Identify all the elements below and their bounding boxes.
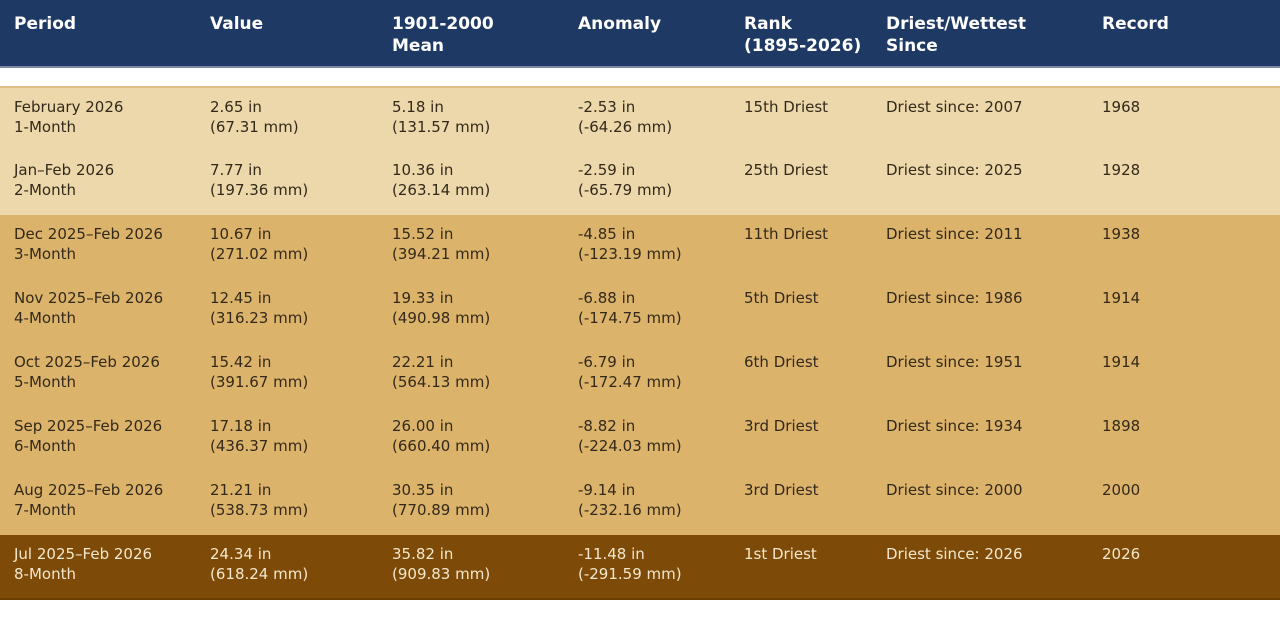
table-row: Jul 2025–Feb 2026 8-Month 24.34 in (618.2…: [0, 535, 1280, 600]
cell-value: 2.65 in (67.31 mm): [196, 86, 378, 151]
cell-record: 1968: [1088, 86, 1280, 151]
column-header-period: Period: [0, 0, 196, 68]
cell-mean: 35.82 in (909.83 mm): [378, 535, 564, 600]
spacer-row: [0, 67, 1280, 87]
cell-record: 2000: [1088, 471, 1280, 535]
cell-value: 10.67 in (271.02 mm): [196, 215, 378, 279]
cell-period: Sep 2025–Feb 2026 6-Month: [0, 407, 196, 471]
cell-since: Driest since: 2025: [872, 151, 1088, 215]
column-header-rank: Rank (1895-2026): [730, 0, 872, 68]
cell-mean: 5.18 in (131.57 mm): [378, 86, 564, 151]
cell-mean: 26.00 in (660.40 mm): [378, 407, 564, 471]
cell-period: Jan–Feb 2026 2-Month: [0, 151, 196, 215]
column-header-since: Driest/Wettest Since: [872, 0, 1088, 68]
cell-rank: 15th Driest: [730, 86, 872, 151]
cell-rank: 3rd Driest: [730, 407, 872, 471]
cell-value: 21.21 in (538.73 mm): [196, 471, 378, 535]
table-row: Nov 2025–Feb 2026 4-Month 12.45 in (316.2…: [0, 279, 1280, 343]
precipitation-ranks-table: Period Value 1901-2000 Mean Anomaly Rank (18…: [0, 0, 1280, 600]
cell-anomaly: -2.59 in (-65.79 mm): [564, 151, 730, 215]
cell-rank: 6th Driest: [730, 343, 872, 407]
column-header-mean: 1901-2000 Mean: [378, 0, 564, 68]
column-header-record: Record: [1088, 0, 1280, 68]
cell-since: Driest since: 1951: [872, 343, 1088, 407]
cell-anomaly: -6.79 in (-172.47 mm): [564, 343, 730, 407]
cell-rank: 5th Driest: [730, 279, 872, 343]
cell-record: 1938: [1088, 215, 1280, 279]
cell-anomaly: -9.14 in (-232.16 mm): [564, 471, 730, 535]
spacer-cell: [0, 67, 1280, 87]
header-gap: [0, 67, 1280, 87]
column-header-anomaly: Anomaly: [564, 0, 730, 68]
table-body: February 2026 1-Month 2.65 in (67.31 mm) 5…: [0, 86, 1280, 600]
table-header: Period Value 1901-2000 Mean Anomaly Rank (18…: [0, 0, 1280, 68]
table-row: Dec 2025–Feb 2026 3-Month 10.67 in (271.0…: [0, 215, 1280, 279]
table-row: February 2026 1-Month 2.65 in (67.31 mm) 5…: [0, 86, 1280, 151]
cell-record: 1914: [1088, 279, 1280, 343]
cell-period: Oct 2025–Feb 2026 5-Month: [0, 343, 196, 407]
cell-value: 17.18 in (436.37 mm): [196, 407, 378, 471]
cell-value: 24.34 in (618.24 mm): [196, 535, 378, 600]
cell-mean: 30.35 in (770.89 mm): [378, 471, 564, 535]
cell-mean: 10.36 in (263.14 mm): [378, 151, 564, 215]
cell-since: Driest since: 2026: [872, 535, 1088, 600]
cell-anomaly: -11.48 in (-291.59 mm): [564, 535, 730, 600]
cell-anomaly: -4.85 in (-123.19 mm): [564, 215, 730, 279]
cell-period: Aug 2025–Feb 2026 7-Month: [0, 471, 196, 535]
cell-anomaly: -2.53 in (-64.26 mm): [564, 86, 730, 151]
table-row: Oct 2025–Feb 2026 5-Month 15.42 in (391.6…: [0, 343, 1280, 407]
cell-rank: 3rd Driest: [730, 471, 872, 535]
cell-period: Dec 2025–Feb 2026 3-Month: [0, 215, 196, 279]
cell-since: Driest since: 2000: [872, 471, 1088, 535]
cell-period: Nov 2025–Feb 2026 4-Month: [0, 279, 196, 343]
cell-anomaly: -8.82 in (-224.03 mm): [564, 407, 730, 471]
cell-record: 1898: [1088, 407, 1280, 471]
cell-value: 7.77 in (197.36 mm): [196, 151, 378, 215]
cell-record: 1928: [1088, 151, 1280, 215]
cell-since: Driest since: 1934: [872, 407, 1088, 471]
cell-mean: 15.52 in (394.21 mm): [378, 215, 564, 279]
cell-rank: 11th Driest: [730, 215, 872, 279]
cell-record: 2026: [1088, 535, 1280, 600]
cell-mean: 22.21 in (564.13 mm): [378, 343, 564, 407]
cell-value: 12.45 in (316.23 mm): [196, 279, 378, 343]
cell-period: February 2026 1-Month: [0, 86, 196, 151]
table-row: Aug 2025–Feb 2026 7-Month 21.21 in (538.7…: [0, 471, 1280, 535]
table-row: Jan–Feb 2026 2-Month 7.77 in (197.36 mm) 1…: [0, 151, 1280, 215]
table-row: Sep 2025–Feb 2026 6-Month 17.18 in (436.3…: [0, 407, 1280, 471]
cell-mean: 19.33 in (490.98 mm): [378, 279, 564, 343]
cell-record: 1914: [1088, 343, 1280, 407]
cell-period: Jul 2025–Feb 2026 8-Month: [0, 535, 196, 600]
cell-rank: 1st Driest: [730, 535, 872, 600]
cell-rank: 25th Driest: [730, 151, 872, 215]
cell-since: Driest since: 1986: [872, 279, 1088, 343]
column-header-value: Value: [196, 0, 378, 68]
cell-value: 15.42 in (391.67 mm): [196, 343, 378, 407]
header-row: Period Value 1901-2000 Mean Anomaly Rank (18…: [0, 0, 1280, 68]
cell-anomaly: -6.88 in (-174.75 mm): [564, 279, 730, 343]
cell-since: Driest since: 2007: [872, 86, 1088, 151]
cell-since: Driest since: 2011: [872, 215, 1088, 279]
